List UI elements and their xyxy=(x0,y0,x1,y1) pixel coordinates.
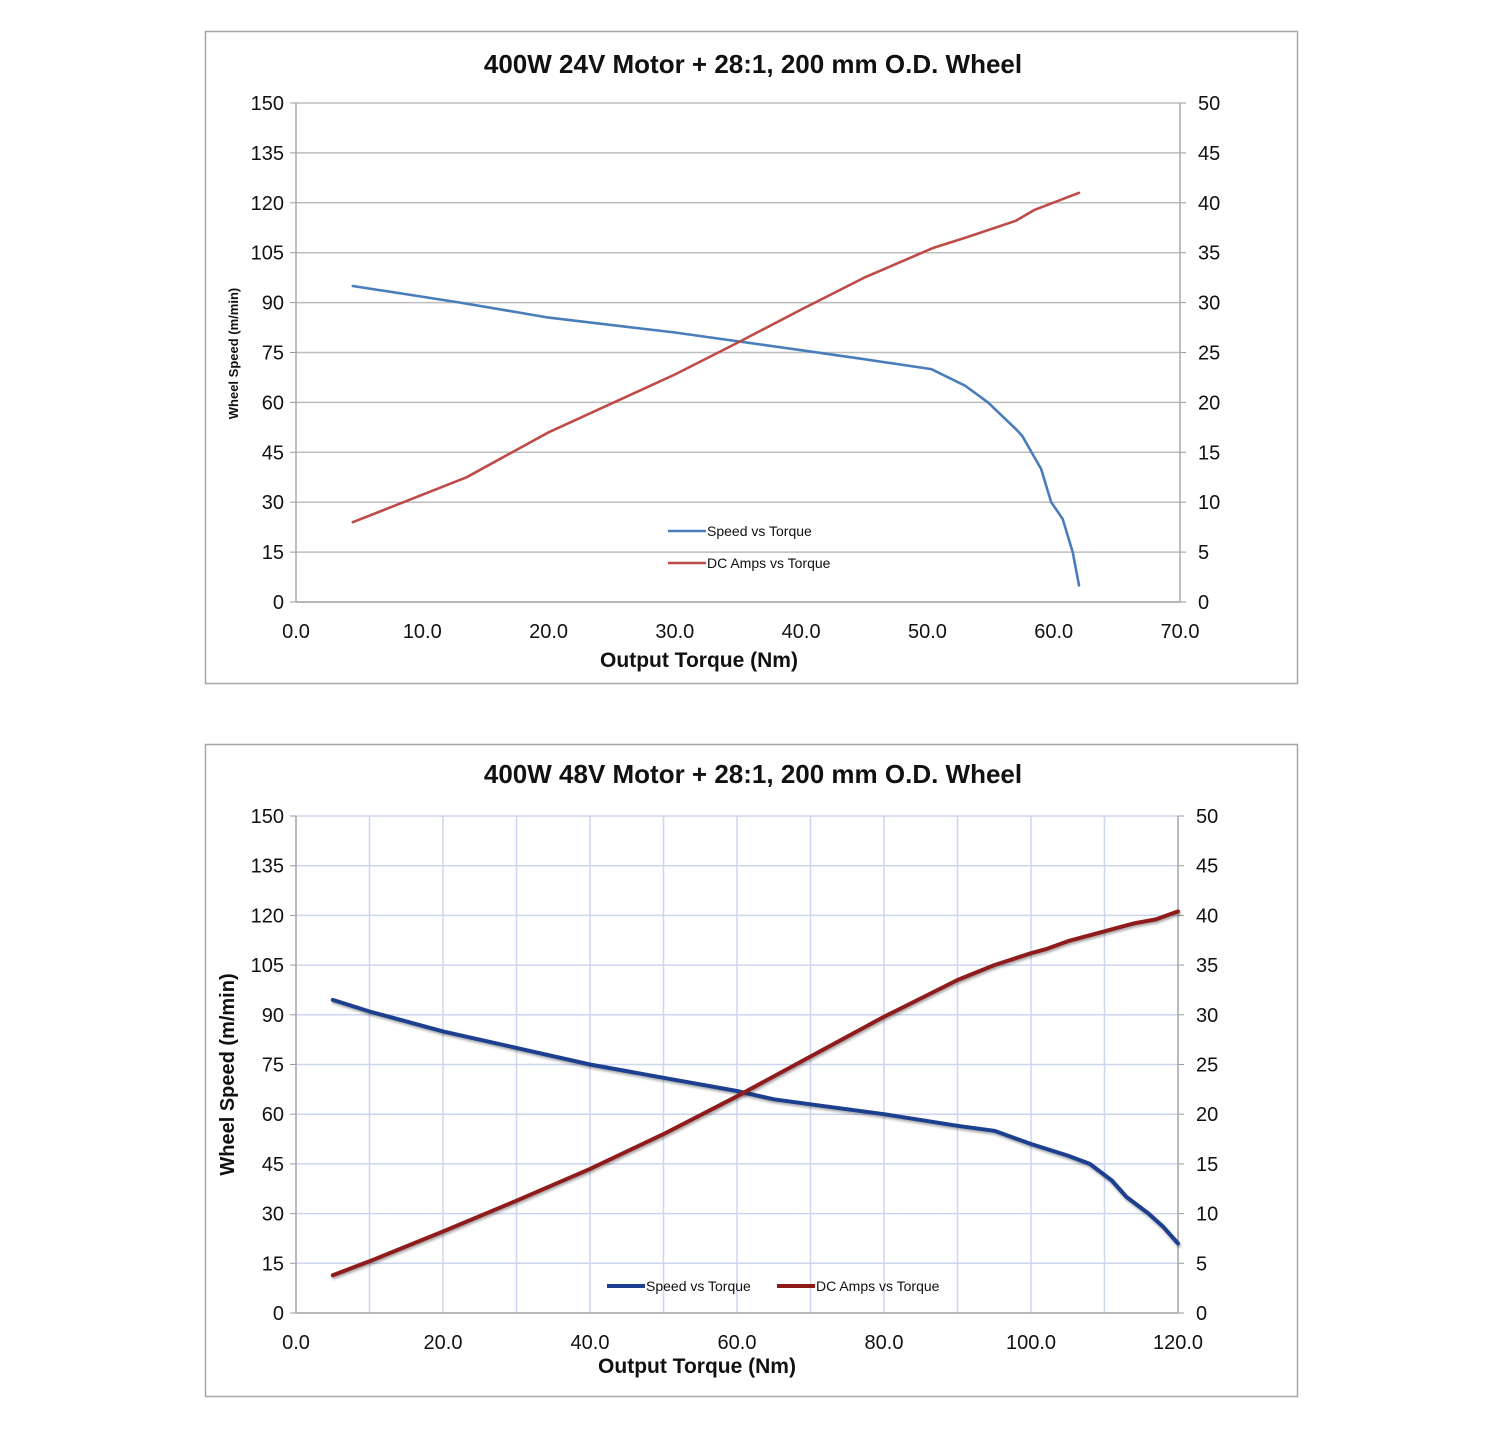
y2-tick-label: 35 xyxy=(1198,243,1220,265)
chart-2: 400W 48V Motor + 28:1, 200 mm O.D. Wheel… xyxy=(204,743,1299,1398)
x-tick-label: 30.0 xyxy=(655,621,694,643)
y2-tick-label: 0 xyxy=(1196,1303,1207,1325)
y2-tick-label: 35 xyxy=(1196,955,1218,977)
y-tick-label: 0 xyxy=(273,592,284,614)
x-tick-label: 20.0 xyxy=(424,1332,463,1354)
x-axis-label: Output Torque (Nm) xyxy=(600,649,798,672)
chart-frame xyxy=(204,30,1299,685)
y-tick-label: 120 xyxy=(251,193,284,215)
y-tick-label: 75 xyxy=(262,343,284,365)
y2-tick-label: 50 xyxy=(1198,93,1220,115)
chart-title: 400W 24V Motor + 28:1, 200 mm O.D. Wheel xyxy=(484,49,1022,79)
y-axis-label: Wheel Speed (m/min) xyxy=(217,973,239,1175)
x-tick-label: 0.0 xyxy=(282,621,310,643)
chart-title: 400W 48V Motor + 28:1, 200 mm O.D. Wheel xyxy=(484,759,1022,789)
y-tick-label: 60 xyxy=(262,1104,284,1126)
x-axis-label: Output Torque (Nm) xyxy=(598,1355,796,1378)
y-axis-label: Wheel Speed (m/min) xyxy=(226,288,241,419)
y-tick-label: 15 xyxy=(262,1253,284,1275)
y2-tick-label: 30 xyxy=(1196,1005,1218,1027)
y2-tick-label: 20 xyxy=(1196,1104,1218,1126)
y-tick-label: 135 xyxy=(251,856,284,878)
y-tick-label: 30 xyxy=(262,492,284,514)
x-tick-label: 70.0 xyxy=(1161,621,1200,643)
y2-tick-label: 10 xyxy=(1198,492,1220,514)
y2-tick-label: 25 xyxy=(1198,343,1220,365)
x-tick-label: 20.0 xyxy=(529,621,568,643)
chart-frame xyxy=(204,743,1299,1398)
y-tick-label: 45 xyxy=(262,442,284,464)
y-tick-label: 45 xyxy=(262,1154,284,1176)
y2-tick-label: 15 xyxy=(1196,1154,1218,1176)
y2-tick-label: 0 xyxy=(1198,592,1209,614)
x-tick-label: 80.0 xyxy=(865,1332,904,1354)
legend-label: DC Amps vs Torque xyxy=(816,1278,940,1294)
x-tick-label: 60.0 xyxy=(718,1332,757,1354)
y-tick-label: 150 xyxy=(251,93,284,115)
legend-label: Speed vs Torque xyxy=(646,1278,751,1294)
y-tick-label: 30 xyxy=(262,1204,284,1226)
x-tick-label: 100.0 xyxy=(1006,1332,1056,1354)
y2-tick-label: 45 xyxy=(1196,856,1218,878)
y-tick-label: 105 xyxy=(251,955,284,977)
y2-tick-label: 5 xyxy=(1196,1253,1207,1275)
y-tick-label: 135 xyxy=(251,143,284,165)
y2-tick-label: 45 xyxy=(1198,143,1220,165)
series-line-dc-amps xyxy=(351,191,1081,524)
y2-tick-label: 40 xyxy=(1198,193,1220,215)
x-tick-label: 60.0 xyxy=(1034,621,1073,643)
x-tick-label: 0.0 xyxy=(282,1332,310,1354)
y-tick-label: 0 xyxy=(273,1303,284,1325)
series-line-speed xyxy=(351,284,1081,587)
y-tick-label: 90 xyxy=(262,293,284,315)
y2-tick-label: 5 xyxy=(1198,542,1209,564)
x-tick-label: 10.0 xyxy=(403,621,442,643)
x-tick-label: 40.0 xyxy=(782,621,821,643)
series-line-dc-amps xyxy=(330,909,1180,1278)
series-line-speed xyxy=(330,997,1180,1246)
y2-tick-label: 20 xyxy=(1198,392,1220,414)
y-tick-label: 75 xyxy=(262,1055,284,1077)
y-tick-label: 15 xyxy=(262,542,284,564)
legend-label: DC Amps vs Torque xyxy=(707,555,831,571)
y-tick-label: 105 xyxy=(251,243,284,265)
legend-label: Speed vs Torque xyxy=(707,523,812,539)
y2-tick-label: 40 xyxy=(1196,905,1218,927)
y2-tick-label: 15 xyxy=(1198,442,1220,464)
x-tick-label: 40.0 xyxy=(571,1332,610,1354)
y2-tick-label: 50 xyxy=(1196,806,1218,828)
y-tick-label: 150 xyxy=(251,806,284,828)
x-tick-label: 120.0 xyxy=(1153,1332,1203,1354)
y2-tick-label: 25 xyxy=(1196,1055,1218,1077)
y-tick-label: 60 xyxy=(262,392,284,414)
y-tick-label: 120 xyxy=(251,905,284,927)
chart-1: 400W 24V Motor + 28:1, 200 mm O.D. Wheel… xyxy=(204,30,1299,685)
y2-tick-label: 10 xyxy=(1196,1204,1218,1226)
y2-tick-label: 30 xyxy=(1198,293,1220,315)
y-tick-label: 90 xyxy=(262,1005,284,1027)
x-tick-label: 50.0 xyxy=(908,621,947,643)
